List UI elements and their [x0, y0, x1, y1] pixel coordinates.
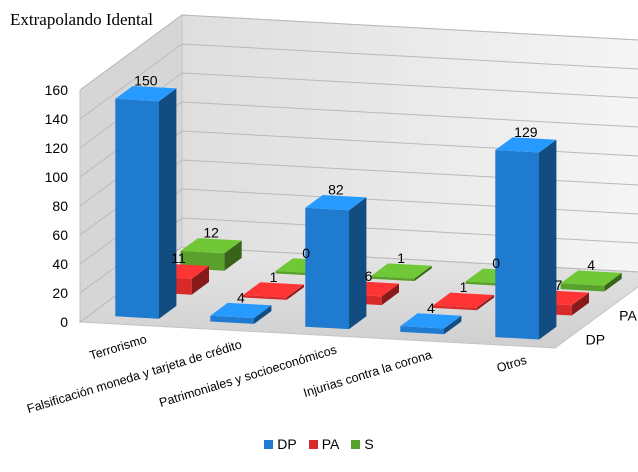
y-tick-label: 120: [45, 140, 69, 156]
data-label: 0: [302, 245, 310, 261]
bar: [115, 86, 177, 319]
chart-bars: [115, 86, 622, 340]
gridline: [79, 101, 638, 178]
legend-swatch: [351, 440, 361, 449]
bar-front: [495, 150, 539, 340]
bar-side: [476, 295, 494, 311]
y-tick-label: 40: [52, 256, 68, 272]
gridline: [79, 72, 638, 149]
gridline: [79, 43, 638, 120]
bar-side: [381, 283, 399, 306]
legend-swatch: [308, 440, 318, 449]
bar-front: [560, 283, 605, 292]
legend: DP PA S: [0, 436, 638, 452]
series-axis-label: DP: [586, 332, 605, 348]
bar-top: [400, 313, 462, 329]
bar: [243, 282, 304, 300]
bar-side: [539, 139, 557, 340]
bar-side: [444, 315, 462, 335]
data-label: 4: [237, 290, 245, 306]
data-label: 6: [365, 268, 373, 284]
bar-top: [180, 238, 242, 254]
bar-top: [433, 292, 494, 308]
bar-front: [210, 315, 254, 324]
data-label: 4: [427, 300, 435, 316]
data-label: 0: [492, 255, 500, 271]
bar-top: [305, 195, 367, 211]
bar-side: [254, 305, 272, 324]
data-label: 7: [555, 277, 563, 293]
bar-front: [243, 295, 287, 300]
bar-side: [191, 266, 209, 295]
bar: [495, 137, 557, 340]
data-label: 1: [270, 269, 278, 285]
bar-side: [604, 272, 622, 292]
series-axis-label: PA: [619, 308, 637, 324]
data-label: 1: [460, 279, 468, 295]
back-wall: [181, 14, 638, 273]
bar-front: [433, 305, 477, 311]
legend-item: S: [351, 436, 374, 452]
legend-item: PA: [308, 436, 340, 452]
bar: [400, 313, 462, 335]
bar-top: [210, 302, 272, 319]
data-label: 129: [514, 124, 538, 140]
bar-top: [370, 263, 432, 279]
bar-front: [370, 276, 415, 282]
bar: [305, 195, 367, 330]
bar: [210, 302, 272, 324]
bar: [433, 292, 494, 311]
y-tick-label: 60: [52, 227, 68, 243]
x-category-label: Patrimoniales y socioeconómicos: [158, 342, 339, 409]
legend-label: DP: [277, 436, 297, 452]
bar-side: [286, 284, 304, 300]
bar-front: [115, 98, 159, 319]
legend-item: DP: [264, 436, 297, 452]
chart-title: Extrapolando Idental: [10, 10, 154, 29]
x-category-label: Otros: [495, 353, 528, 375]
bar-top: [495, 137, 557, 153]
data-label: 11: [171, 250, 186, 266]
bar: [370, 263, 432, 282]
data-label: 1: [397, 250, 405, 266]
bar-front: [305, 207, 349, 330]
bar-side: [224, 240, 242, 271]
bar-side: [349, 197, 367, 330]
y-tick-label: 160: [45, 82, 69, 98]
bar-side: [571, 292, 589, 316]
y-tick-label: 100: [45, 169, 69, 185]
legend-swatch: [264, 440, 274, 449]
y-tick-label: 0: [60, 314, 68, 330]
bar-side: [159, 88, 177, 319]
bar-top: [115, 86, 177, 102]
data-label: 12: [203, 225, 219, 241]
y-tick-label: 20: [52, 285, 68, 301]
bar-side: [414, 265, 432, 282]
data-label: 82: [328, 182, 344, 198]
gridline: [79, 14, 638, 91]
bar-top: [243, 282, 304, 298]
y-tick-label: 140: [45, 111, 69, 127]
data-label: 150: [134, 73, 158, 89]
bar-top: [560, 270, 622, 286]
bar-front: [400, 326, 444, 335]
legend-label: PA: [321, 436, 340, 452]
data-label: 4: [587, 257, 595, 273]
y-tick-label: 80: [52, 198, 68, 214]
legend-label: S: [364, 436, 374, 452]
bar: [560, 270, 622, 292]
x-category-label: Terrorismo: [88, 332, 149, 363]
